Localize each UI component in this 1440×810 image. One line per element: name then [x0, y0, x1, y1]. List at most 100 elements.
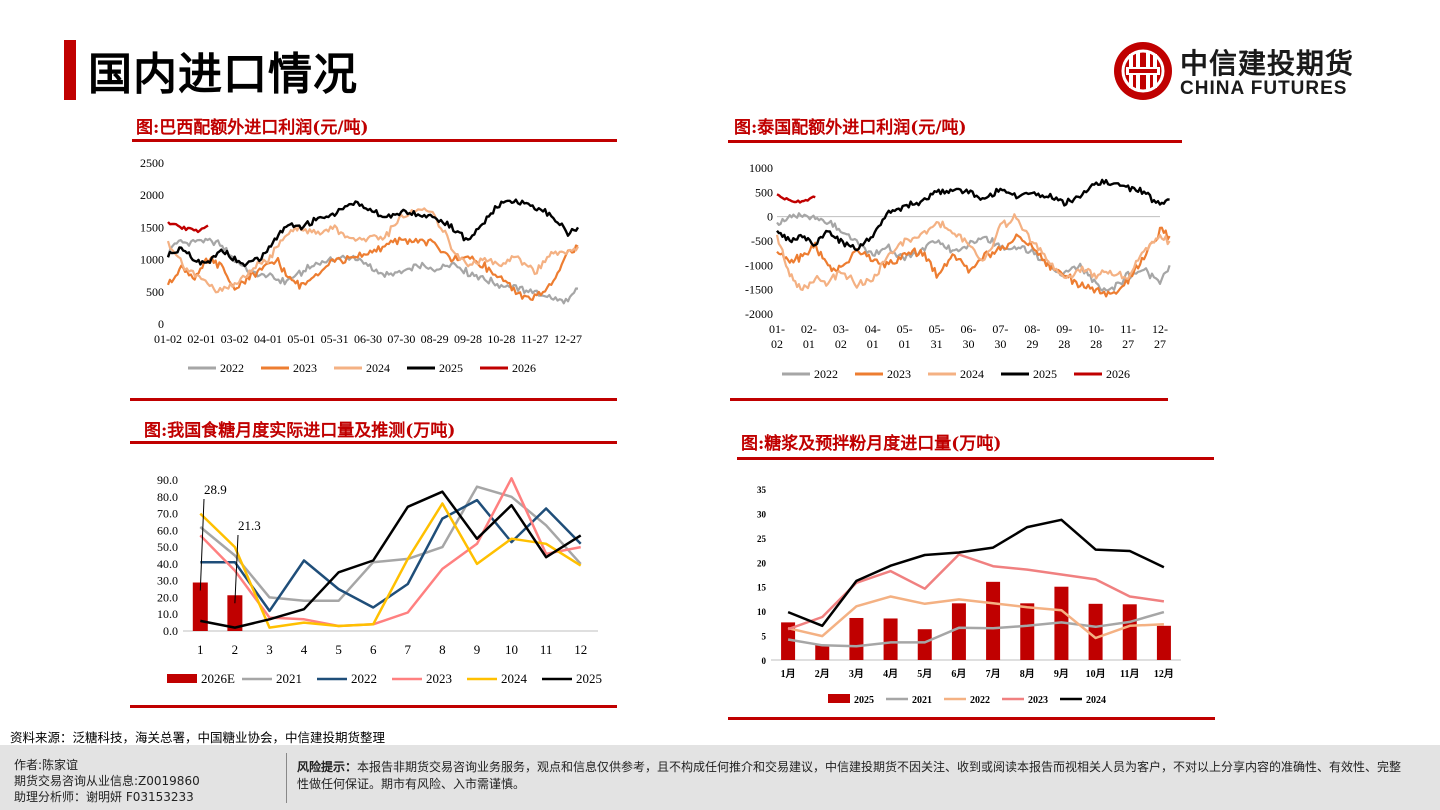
x-tick-label: 30 [963, 337, 975, 351]
footer: 作者:陈家谊 期货交易咨询从业信息:Z0019860 助理分析师：谢明妍 F03… [0, 745, 1440, 810]
legend-label-2021: 2021 [912, 695, 932, 706]
y-tick-label: 500 [146, 285, 164, 299]
legend-label-2024: 2024 [501, 671, 528, 686]
legend-label-2023: 2023 [887, 367, 911, 381]
x-tick-label: 27 [1122, 337, 1134, 351]
y-tick-label: 0 [762, 656, 767, 666]
y-tick-label: 1000 [749, 161, 773, 175]
title-accent-bar [64, 40, 76, 100]
x-tick-label: 04- [865, 322, 881, 336]
footer-author-block: 作者:陈家谊 期货交易咨询从业信息:Z0019860 助理分析师：谢明妍 F03… [14, 757, 200, 805]
y-tick-label: 90.0 [157, 473, 178, 487]
x-tick-label: 07- [992, 322, 1008, 336]
series-line-2021 [787, 610, 1165, 648]
x-tick-label: 02-01 [187, 332, 215, 346]
legend-label-2022: 2022 [351, 671, 377, 686]
x-tick-label: 10-28 [487, 332, 515, 346]
series-line-2024 [787, 518, 1165, 628]
data-label-leader [199, 498, 205, 591]
legend-label-2024: 2024 [366, 361, 390, 375]
series-line-2025 [200, 490, 582, 629]
x-tick-label: 31 [931, 337, 943, 351]
bar-data-label: 21.3 [238, 518, 261, 533]
x-tick-label: 05-31 [321, 332, 349, 346]
x-tick-label: 04-01 [254, 332, 282, 346]
logo-text-en: CHINA FUTURES [1180, 78, 1348, 99]
legend-label-2023: 2023 [293, 361, 317, 375]
chart-rule-brazil-bottom [130, 398, 617, 401]
x-tick-label: 09- [1056, 322, 1072, 336]
y-tick-label: -1000 [745, 258, 773, 272]
series-line-2025 [166, 198, 580, 268]
series-line-2023 [199, 477, 581, 628]
series-line-2022 [787, 595, 1164, 640]
bar-2025 [815, 644, 830, 660]
x-tick-label: 8 [439, 642, 446, 657]
y-tick-label: 40.0 [157, 557, 178, 571]
chart-rule-monthly-bottom [130, 705, 617, 708]
data-label-leader [234, 534, 239, 604]
x-tick-label: 01 [803, 337, 815, 351]
legend-label-2026E: 2026E [201, 671, 235, 686]
bar-2025 [917, 629, 932, 660]
footer-risk: 风险提示：本报告非期货交易咨询业务服务，观点和信息仅供参考，且不构成任何推介和交… [297, 759, 1407, 793]
x-tick-label: 11 [540, 642, 553, 657]
x-tick-label: 4 [301, 642, 308, 657]
legend-label-2024: 2024 [960, 367, 984, 381]
x-tick-label: 6月 [951, 668, 966, 680]
x-tick-label: 5 [335, 642, 342, 657]
footer-license: 期货交易咨询从业信息:Z0019860 [14, 774, 200, 788]
y-tick-label: 50.0 [157, 540, 178, 554]
chart-rule-syrup-bottom [728, 717, 1215, 720]
x-tick-label: 09-28 [454, 332, 482, 346]
legend-label-2024: 2024 [1086, 695, 1106, 706]
y-tick-label: 0 [767, 210, 773, 224]
bar-2026E [227, 595, 243, 631]
footer-divider [286, 753, 287, 803]
x-tick-label: 1月 [781, 668, 796, 680]
legend-swatch-2025 [828, 694, 850, 703]
chart-monthly-sugar-import: 0.0 10.0 20.0 30.0 40.0 50.0 60.0 70.0 80.0 90.0 1… [157, 473, 602, 686]
x-tick-label: 02 [835, 337, 847, 351]
y-tick-label: 10.0 [157, 607, 178, 621]
legend-label-2021: 2021 [276, 671, 302, 686]
y-tick-label: 1500 [140, 220, 164, 234]
y-tick-label: 30 [757, 509, 767, 519]
series-line-2024 [166, 207, 579, 294]
footer-assistant: 助理分析师：谢明妍 F03153233 [14, 790, 194, 804]
bar-2025 [951, 603, 966, 660]
y-tick-label: 30.0 [157, 574, 178, 588]
x-tick-label: 02- [801, 322, 817, 336]
x-tick-label: 7 [405, 642, 412, 657]
bar-2025 [1020, 603, 1035, 660]
y-tick-label: 10 [757, 607, 767, 617]
x-tick-label: 28 [1058, 337, 1070, 351]
y-tick-label: 0 [158, 317, 164, 331]
legend-label-2026: 2026 [1106, 367, 1130, 381]
series-line-2025 [776, 178, 1170, 252]
chart-title-thailand: 图:泰国配额外进口利润(元/吨) [734, 118, 967, 138]
y-tick-label: 20.0 [157, 590, 178, 604]
series-line-2026 [167, 221, 209, 234]
y-tick-label: 500 [755, 185, 773, 199]
x-tick-label: 11-27 [521, 332, 549, 346]
x-tick-label: 07-30 [387, 332, 415, 346]
y-tick-label: 15 [757, 583, 767, 593]
footer-risk-text: 本报告非期货交易咨询业务服务，观点和信息仅供参考，且不构成任何推介和交易建议，中… [297, 760, 1402, 791]
y-tick-label: 5 [762, 632, 767, 642]
bar-data-label: 28.9 [204, 482, 227, 497]
x-tick-label: 11- [1120, 322, 1136, 336]
logo-text-cn: 中信建投期货 [1180, 47, 1355, 80]
x-tick-label: 01- [769, 322, 785, 336]
y-tick-label: -500 [751, 234, 773, 248]
x-tick-label: 03-02 [221, 332, 249, 346]
bar-2025 [883, 618, 898, 660]
x-tick-label: 05-01 [287, 332, 315, 346]
chart-title-syrup: 图:糖浆及预拌粉月度进口量(万吨) [741, 434, 1002, 454]
legend-label-2022: 2022 [814, 367, 838, 381]
chart-brazil-import-profit: 0 500 1000 1500 2000 2500 01-02 02-01 03-02 04-01… [140, 156, 582, 375]
legend-label-2025: 2025 [576, 671, 602, 686]
bar-2025 [1088, 603, 1103, 660]
x-tick-label: 12- [1152, 322, 1168, 336]
chart-rule-syrup [737, 457, 1214, 460]
